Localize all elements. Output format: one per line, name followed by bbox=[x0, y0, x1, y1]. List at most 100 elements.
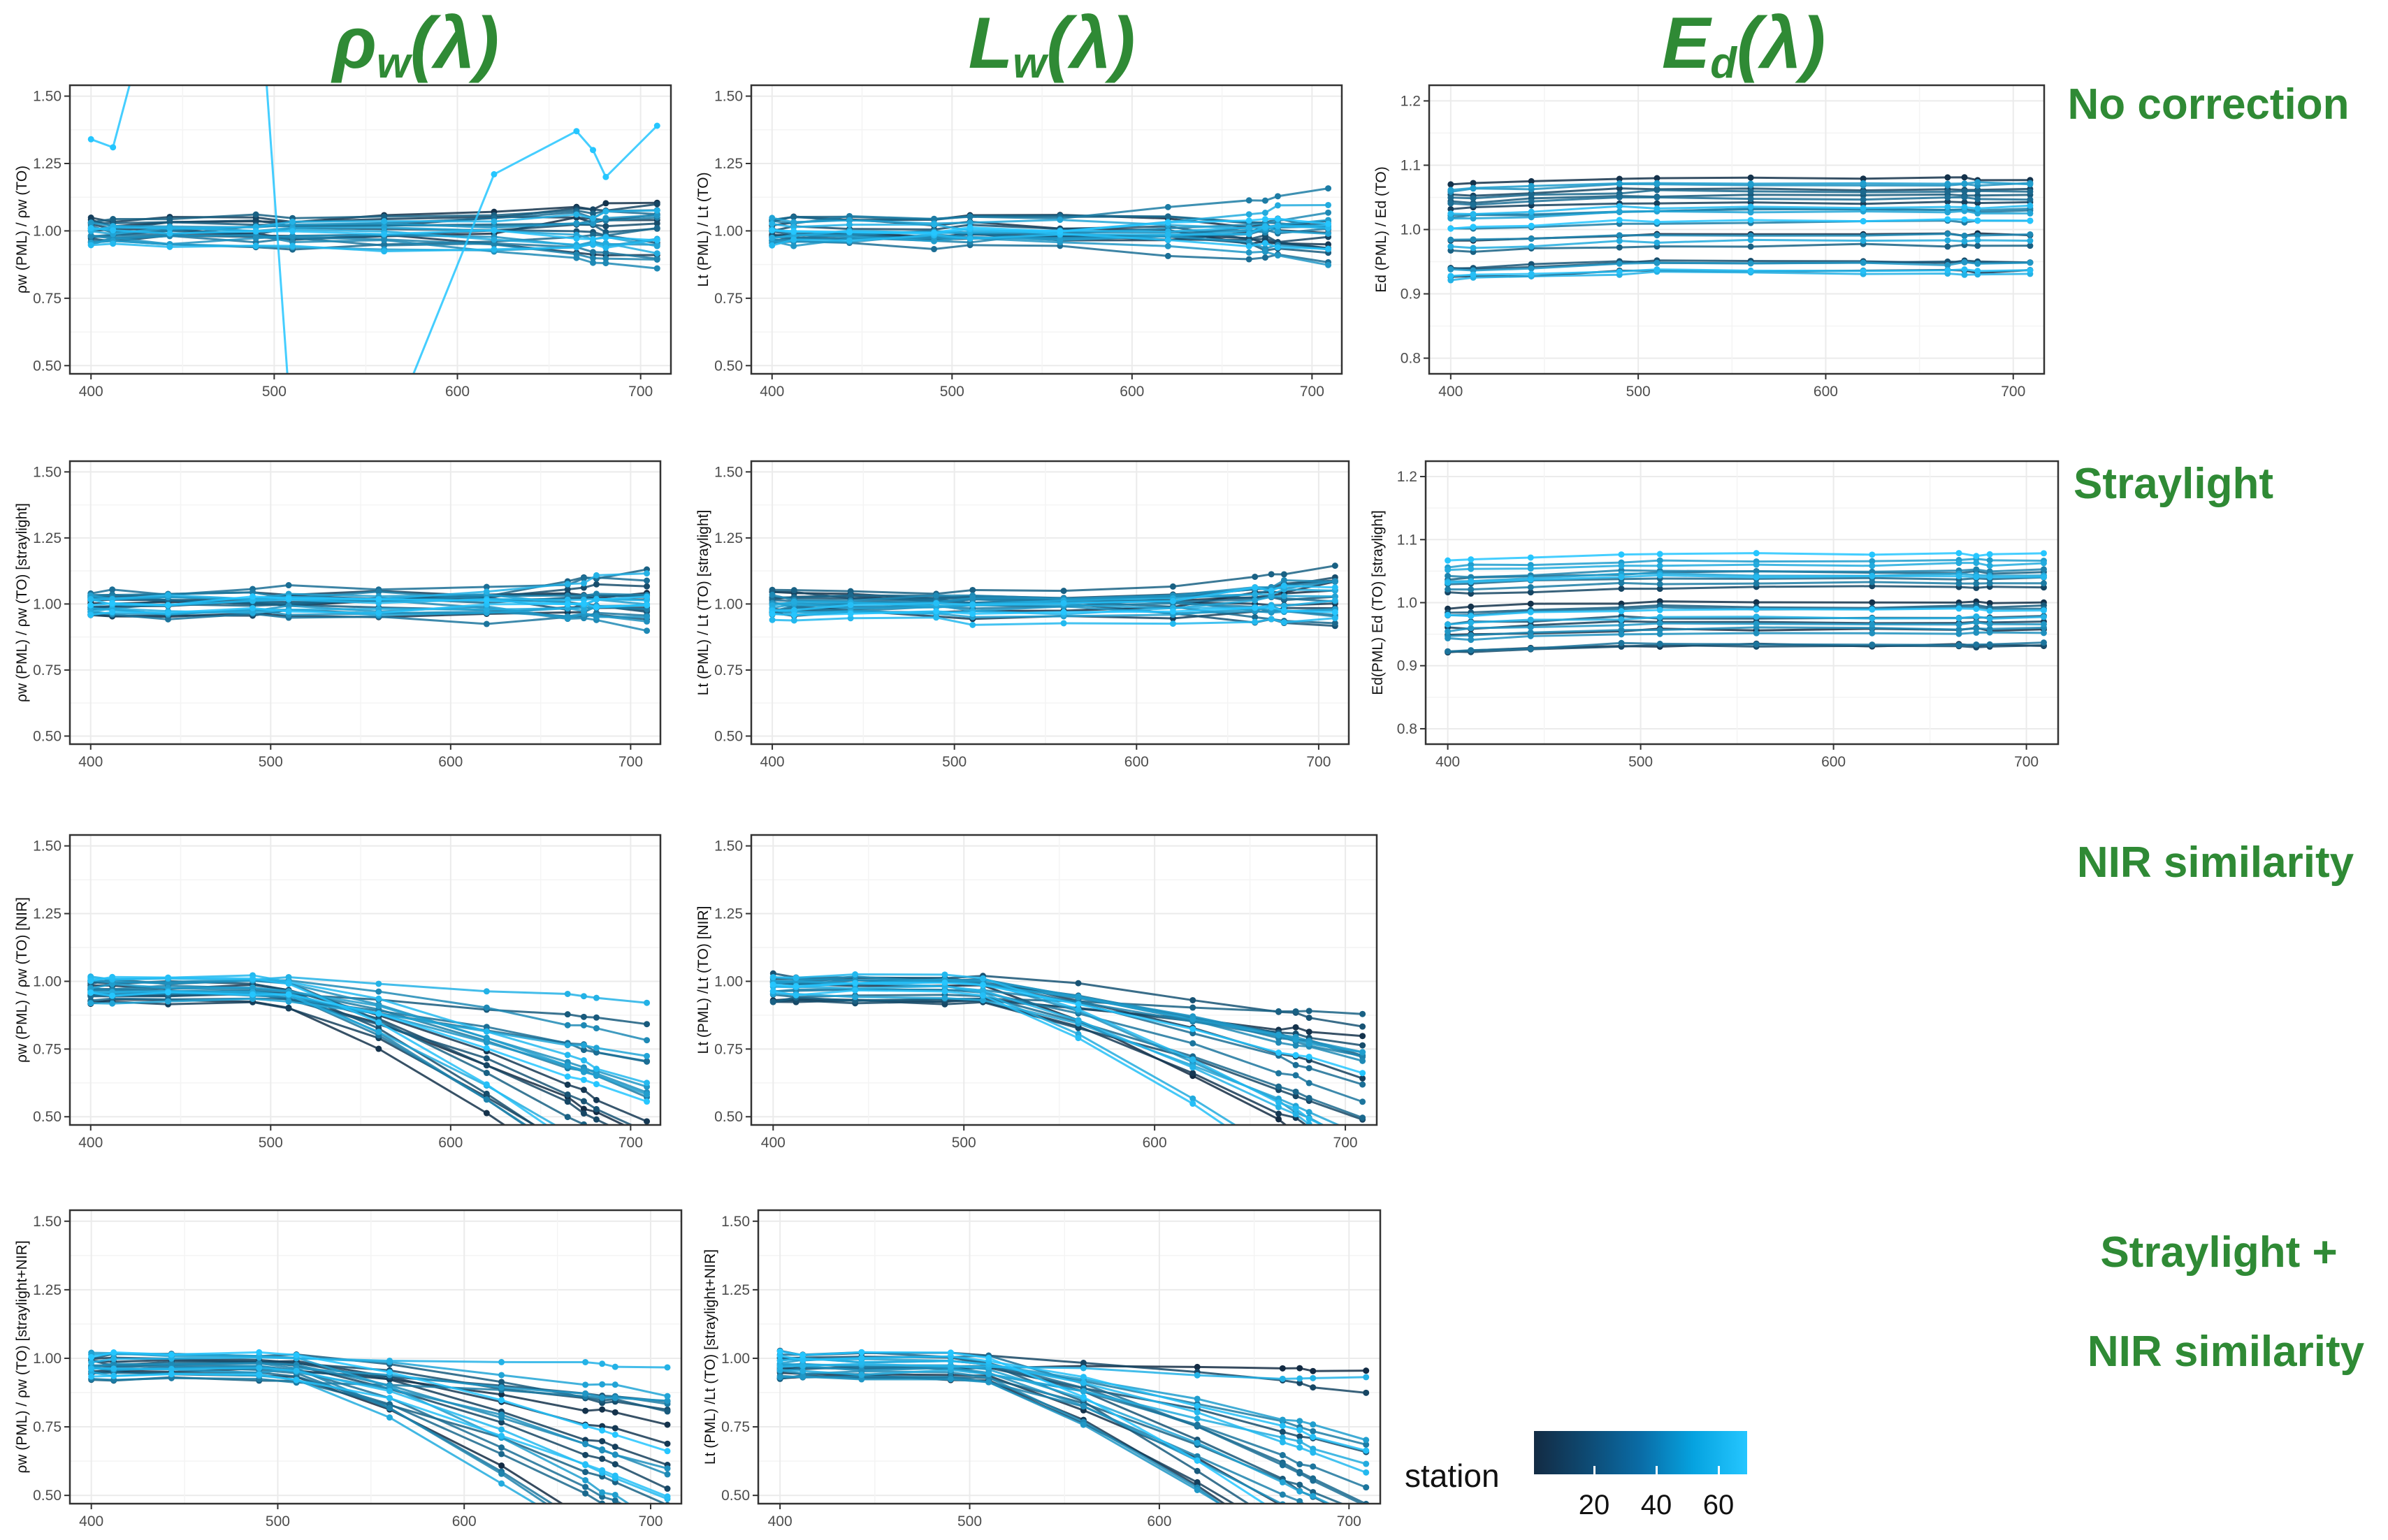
series-point bbox=[1955, 560, 1962, 567]
series-point bbox=[1305, 1121, 1312, 1125]
series-point bbox=[1656, 613, 1663, 620]
x-tick-label: 400 bbox=[768, 1513, 793, 1530]
series-point bbox=[1468, 637, 1475, 644]
series-point bbox=[1747, 232, 1754, 239]
series-point bbox=[375, 1029, 382, 1036]
series-point bbox=[593, 596, 600, 603]
series-point bbox=[1164, 219, 1171, 226]
series-point bbox=[1194, 1467, 1201, 1474]
series-point bbox=[653, 207, 660, 214]
series-point bbox=[1656, 551, 1663, 558]
series-point bbox=[2040, 630, 2047, 637]
series-point bbox=[602, 173, 609, 180]
series-point bbox=[1470, 201, 1477, 208]
series-point bbox=[1296, 1520, 1303, 1527]
series-point bbox=[941, 971, 948, 978]
series-point bbox=[386, 1388, 393, 1395]
series-point bbox=[1961, 271, 1968, 278]
x-tick-label: 400 bbox=[79, 1513, 103, 1530]
series-point bbox=[498, 1444, 505, 1451]
series-point bbox=[593, 581, 600, 588]
y-tick-label: 1.50 bbox=[714, 464, 743, 480]
series-point bbox=[580, 575, 587, 582]
series-point bbox=[483, 597, 490, 604]
legend-tick-60: 60 bbox=[1702, 1490, 1735, 1520]
series-point bbox=[593, 1072, 600, 1079]
series-point bbox=[933, 608, 940, 615]
row-label-nir-similarity: NIR similarity bbox=[2076, 838, 2354, 887]
series-point bbox=[664, 1421, 671, 1428]
series-point bbox=[1275, 1049, 1282, 1056]
x-tick-label: 700 bbox=[638, 1513, 663, 1530]
panel-frame bbox=[68, 460, 662, 746]
series-point bbox=[1973, 605, 1980, 612]
series-point bbox=[599, 1406, 606, 1413]
series-point bbox=[1445, 557, 1452, 564]
x-tick-label: 600 bbox=[1821, 754, 1846, 770]
series-point bbox=[1080, 1402, 1087, 1409]
series-point bbox=[375, 1019, 382, 1026]
y-tick-label: 0.75 bbox=[33, 662, 61, 678]
series-point bbox=[2027, 202, 2034, 209]
y-tick-label: 0.50 bbox=[714, 1109, 743, 1125]
series-point bbox=[1280, 593, 1287, 600]
series-point bbox=[1189, 1095, 1196, 1102]
series-point bbox=[1169, 583, 1176, 590]
series-point bbox=[1616, 238, 1623, 245]
series-point bbox=[1468, 586, 1475, 593]
series-point bbox=[790, 242, 797, 249]
series-point bbox=[1296, 1532, 1303, 1538]
series-point bbox=[381, 213, 388, 220]
series-point bbox=[799, 1367, 806, 1374]
series-point bbox=[1275, 1083, 1282, 1090]
series-point bbox=[1305, 1065, 1312, 1072]
y-tick-label: 0.75 bbox=[714, 291, 743, 307]
series-point bbox=[483, 1062, 490, 1069]
series-point bbox=[612, 1491, 618, 1498]
series-point bbox=[1944, 231, 1951, 238]
series-point bbox=[2040, 580, 2047, 587]
series-point bbox=[967, 224, 974, 231]
series-point bbox=[252, 211, 259, 218]
series-point bbox=[1616, 268, 1623, 275]
series-point bbox=[1656, 640, 1663, 647]
series-point bbox=[1470, 271, 1477, 278]
series-point bbox=[1279, 1423, 1286, 1430]
series-point bbox=[1869, 606, 1876, 613]
series-point bbox=[249, 984, 256, 991]
series-point bbox=[653, 201, 660, 208]
series-point bbox=[1331, 584, 1338, 591]
series-point bbox=[375, 596, 382, 603]
series-point bbox=[1331, 578, 1338, 585]
series-point bbox=[846, 237, 853, 244]
series-point bbox=[1445, 567, 1452, 574]
series-point bbox=[969, 601, 976, 608]
series-point bbox=[1194, 1409, 1201, 1416]
series-point bbox=[1363, 1389, 1370, 1396]
series-point bbox=[1292, 1052, 1299, 1059]
series-point bbox=[573, 211, 580, 218]
x-tick-label: 500 bbox=[259, 754, 283, 770]
y-tick-label: 1.25 bbox=[33, 1282, 61, 1298]
series-point bbox=[1527, 609, 1534, 616]
series-point bbox=[653, 237, 660, 244]
series-point bbox=[168, 1365, 175, 1372]
series-point bbox=[1261, 254, 1268, 261]
series-point bbox=[1528, 198, 1535, 205]
series-point bbox=[1363, 1534, 1369, 1540]
y-axis-label: Lt (PML) /Lt (TO) [straylight+NIR] bbox=[702, 1249, 718, 1465]
series-point bbox=[110, 144, 117, 151]
series-point bbox=[88, 1365, 95, 1372]
series-point bbox=[1955, 641, 1962, 648]
series-point bbox=[164, 998, 171, 1005]
series-point bbox=[1296, 1470, 1303, 1477]
series-point bbox=[1245, 217, 1252, 224]
series-point bbox=[1869, 615, 1876, 622]
series-point bbox=[664, 1485, 671, 1492]
series-point bbox=[1468, 625, 1475, 632]
series-point bbox=[249, 609, 256, 616]
series-point bbox=[1359, 1042, 1366, 1049]
series-point bbox=[164, 592, 171, 599]
series-point bbox=[1280, 576, 1287, 583]
